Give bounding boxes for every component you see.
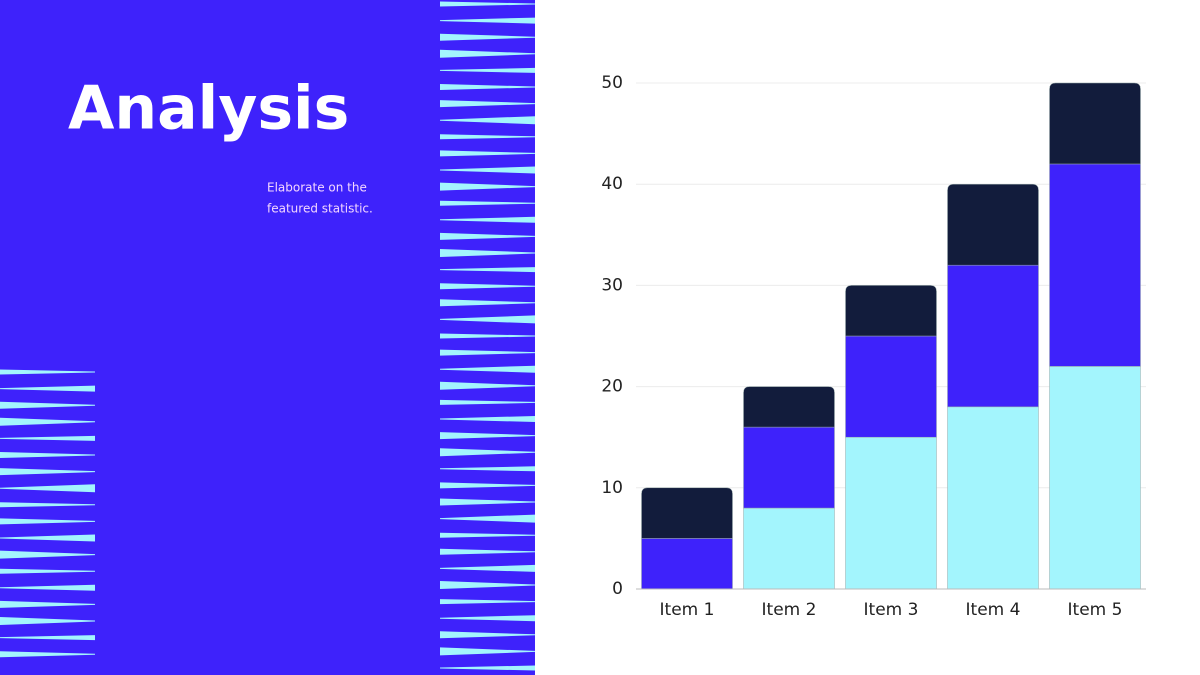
x-tick-label: Item 4 (966, 600, 1021, 620)
decor-stripe (440, 365, 535, 373)
decor-stripe (0, 600, 95, 608)
decor-stripe (440, 1, 535, 7)
x-tick-label: Item 2 (762, 600, 817, 620)
decor-stripe (0, 651, 95, 658)
decor-stripe (440, 665, 535, 671)
subtitle-line: featured statistic. (267, 202, 373, 216)
y-tick-label: 20 (601, 377, 623, 397)
x-tick-label: Item 1 (660, 600, 715, 620)
bar-segment (743, 507, 835, 590)
y-tick-label: 30 (601, 275, 623, 295)
decor-stripe (0, 534, 95, 542)
decor-stripe (0, 518, 95, 525)
decor-stripe (440, 116, 535, 125)
decor-stripe (440, 166, 535, 174)
decor-stripe (440, 381, 535, 390)
decor-stripe (0, 550, 95, 559)
decor-stripe (440, 448, 535, 457)
slide-title: Analysis (68, 74, 349, 144)
decor-stripe (0, 435, 95, 441)
decor-stripe (440, 299, 535, 307)
decor-stripe (440, 232, 535, 240)
decor-stripe (440, 249, 535, 257)
decor-stripe (0, 417, 95, 426)
decor-stripe (440, 532, 535, 538)
bar-segment (845, 335, 937, 438)
decor-stripe (440, 315, 535, 324)
bar-segment (947, 264, 1039, 408)
subtitle-line: Elaborate on the (267, 181, 367, 195)
decor-stripe (440, 150, 535, 157)
decor-stripe (440, 200, 535, 206)
bar-segment (947, 406, 1039, 590)
decor-stripe (440, 100, 535, 108)
bar-segment (743, 426, 835, 509)
decor-stripe (440, 17, 535, 24)
decor-stripe (440, 49, 535, 58)
decor-stripe (0, 502, 95, 508)
decor-stripe (440, 647, 535, 656)
decor-stripe (0, 468, 95, 476)
decor-stripe (440, 216, 535, 223)
decor-stripe (0, 369, 95, 375)
decor-stripe (440, 432, 535, 440)
bar-segment (845, 285, 937, 337)
decor-stripe (0, 401, 95, 409)
bar-segment (641, 538, 733, 590)
decor-stripe (440, 267, 535, 273)
decor-stripe (440, 498, 535, 506)
decor-stripe (440, 581, 535, 589)
bar-segment (1049, 163, 1141, 367)
bar-segment (947, 183, 1039, 266)
decor-stripe (440, 84, 535, 90)
bar-segment (743, 386, 835, 428)
x-tick-label: Item 3 (864, 600, 919, 620)
decor-stripe (440, 599, 535, 605)
decor-stripe (440, 134, 535, 140)
decor-stripe (440, 548, 535, 555)
bar-segment (1049, 82, 1141, 165)
y-tick-label: 10 (601, 478, 623, 498)
y-tick-label: 40 (601, 174, 623, 194)
bar-segment (641, 487, 733, 539)
decor-stripe (440, 466, 535, 472)
decor-stripe (440, 67, 535, 73)
decor-stripe (0, 617, 95, 625)
decor-stripe (0, 568, 95, 574)
decor-stripe (440, 631, 535, 639)
decor-stripe (440, 416, 535, 422)
decor-stripe (440, 283, 535, 290)
decor-stripe (0, 385, 95, 392)
bar-segment (1049, 366, 1141, 590)
decor-stripe (440, 615, 535, 622)
decor-stripe (0, 635, 95, 641)
bar-segment (845, 436, 937, 590)
decor-stripe (440, 33, 535, 41)
decor-stripe (440, 399, 535, 405)
decor-stripe (440, 564, 535, 572)
decor-stripe (440, 182, 535, 191)
decor-stripe (440, 482, 535, 489)
decor-stripe (440, 333, 535, 339)
x-tick-label: Item 5 (1068, 600, 1123, 620)
decoration (0, 1, 535, 671)
decor-stripe (0, 484, 95, 493)
decor-stripe (440, 514, 535, 523)
decor-stripe (440, 349, 535, 356)
decor-stripe (0, 584, 95, 591)
y-tick-label: 0 (612, 579, 623, 599)
decor-stripe (0, 452, 95, 458)
y-tick-label: 50 (601, 73, 623, 93)
